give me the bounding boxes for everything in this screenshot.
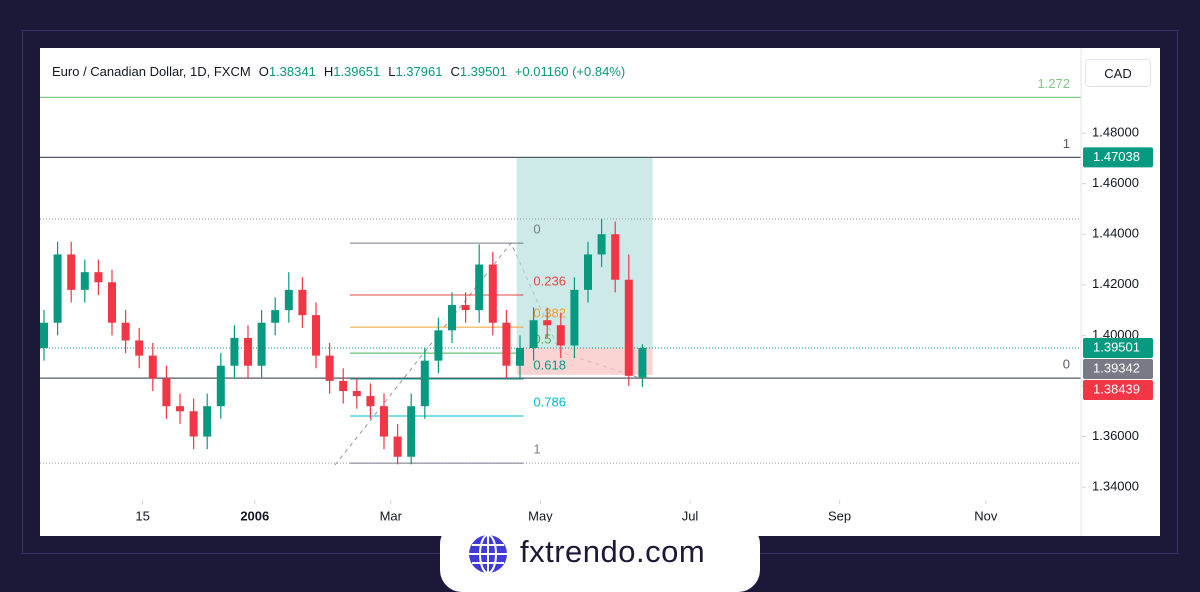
candle-body bbox=[135, 340, 144, 356]
candle-body bbox=[284, 289, 293, 311]
candle-body bbox=[556, 325, 565, 346]
candle-body bbox=[570, 289, 579, 346]
candle-body bbox=[624, 279, 633, 376]
price-label-bg bbox=[1083, 337, 1153, 358]
candle-body bbox=[203, 406, 212, 437]
candle-body bbox=[407, 406, 416, 457]
candle-body bbox=[40, 322, 48, 349]
candle-body bbox=[325, 355, 334, 381]
x-tick-label: 2006 bbox=[240, 508, 269, 523]
candle-body bbox=[148, 355, 157, 379]
candle-body bbox=[611, 234, 620, 280]
candle-body bbox=[271, 310, 280, 323]
candle-body bbox=[502, 322, 511, 366]
price-label: 1.38439 bbox=[1093, 381, 1140, 396]
globe-icon bbox=[469, 534, 507, 574]
candle-body bbox=[434, 330, 443, 361]
candle-body bbox=[488, 264, 497, 323]
y-tick-label: 1.42000 bbox=[1092, 276, 1139, 291]
candle-body bbox=[420, 360, 429, 407]
candle-body bbox=[475, 264, 484, 311]
candle-body bbox=[448, 305, 456, 331]
price-label-bg bbox=[1083, 379, 1153, 400]
x-tick-label: Sep bbox=[828, 508, 851, 523]
y-tick-label: 1.48000 bbox=[1092, 125, 1139, 140]
candle-body bbox=[230, 337, 239, 366]
candle-body bbox=[108, 282, 116, 323]
candle-body bbox=[638, 347, 647, 378]
brand: fxtrendo.com bbox=[520, 534, 706, 569]
x-tick-label: Mar bbox=[380, 508, 403, 523]
extension-label: 0 bbox=[1063, 357, 1070, 372]
symbol: Euro / Canadian Dollar, 1D, FXCM bbox=[52, 64, 251, 79]
ohlc-value: 1.39651 bbox=[333, 64, 381, 79]
candle-body bbox=[543, 320, 552, 326]
fib-label: 0.786 bbox=[533, 394, 566, 409]
ohlc-value: 1.39501 bbox=[459, 64, 507, 79]
currency-button[interactable]: CAD bbox=[1085, 59, 1151, 87]
y-tick-label: 1.46000 bbox=[1092, 175, 1139, 190]
candle-body bbox=[516, 348, 524, 366]
price-label: 1.39342 bbox=[1093, 360, 1140, 375]
candle-body bbox=[298, 289, 307, 316]
candle-body bbox=[67, 254, 76, 290]
fib-label: 0.236 bbox=[533, 273, 566, 288]
candle-body bbox=[80, 272, 89, 290]
x-tick-label: Nov bbox=[974, 508, 998, 523]
candle-body bbox=[380, 406, 388, 437]
price-label-bg bbox=[1083, 358, 1153, 379]
candle-body bbox=[461, 305, 470, 311]
fib-label: 0.382 bbox=[533, 306, 566, 321]
fib-label: 1 bbox=[533, 442, 540, 457]
candle-body bbox=[393, 436, 402, 457]
candle-body bbox=[244, 337, 252, 366]
candle-body bbox=[189, 411, 198, 437]
ohlc-value: 1.37961 bbox=[395, 64, 443, 79]
price-label: 1.39501 bbox=[1093, 339, 1140, 354]
price-label-bg bbox=[1083, 147, 1153, 168]
x-tick-label: 15 bbox=[135, 508, 149, 523]
extension-label: 1 bbox=[1063, 136, 1070, 151]
fib-label: 0.618 bbox=[533, 357, 566, 372]
ohlc-prefix: O bbox=[258, 64, 269, 79]
candle-body bbox=[312, 315, 320, 356]
fib-label: 0 bbox=[533, 222, 540, 237]
y-tick-label: 1.44000 bbox=[1092, 226, 1139, 241]
y-tick-label: 1.34000 bbox=[1092, 479, 1139, 494]
candle-body bbox=[53, 254, 62, 323]
change: +0.01160 (+0.84%) bbox=[514, 64, 626, 79]
candle-body bbox=[339, 380, 348, 392]
price-label: 1.47038 bbox=[1093, 149, 1140, 164]
candle-body bbox=[176, 406, 184, 412]
candle-body bbox=[366, 396, 375, 407]
candle-body bbox=[121, 322, 130, 341]
ohlc-prefix: H bbox=[323, 64, 334, 79]
candle-body bbox=[584, 254, 592, 290]
x-tick-label: Jul bbox=[682, 508, 699, 523]
candle-body bbox=[216, 365, 225, 407]
extension-label: 1.272 bbox=[1037, 76, 1070, 91]
x-tick-label: May bbox=[528, 508, 553, 523]
symbol-header: Euro / Canadian Dollar, 1D, FXCM O1.38341… bbox=[52, 64, 633, 79]
ohlc-prefix: C bbox=[450, 64, 460, 79]
y-tick-label: 1.36000 bbox=[1092, 428, 1139, 443]
candle-body bbox=[94, 272, 103, 283]
ohlc-prefix: L bbox=[388, 64, 396, 79]
candle-body bbox=[597, 234, 606, 255]
candle-body bbox=[352, 391, 361, 397]
ohlc-value: 1.38341 bbox=[268, 64, 316, 79]
candle-body bbox=[529, 320, 538, 349]
candle-body bbox=[257, 322, 266, 366]
candle-body bbox=[162, 378, 171, 407]
